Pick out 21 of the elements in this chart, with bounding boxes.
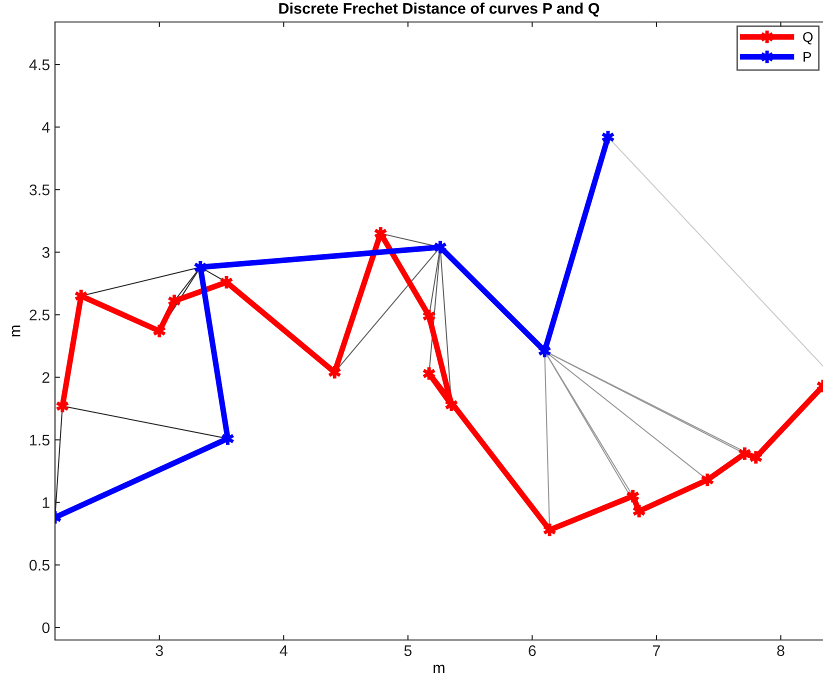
x-tick-label: 5	[404, 645, 412, 656]
x-tick-label: 3	[156, 645, 163, 656]
legend-label: P	[804, 52, 812, 62]
x-tick-label: 8	[777, 645, 784, 656]
y-tick-label: 3.5	[29, 184, 50, 196]
x-tick-label: 4	[280, 645, 288, 656]
y-tick-label: 1	[42, 497, 50, 508]
x-axis-title: m	[434, 664, 444, 673]
y-tick-label: 2	[42, 372, 50, 383]
y-tick-label: 0	[42, 622, 50, 634]
x-tick-label: 6	[528, 645, 536, 656]
y-tick-label: 4	[42, 122, 50, 133]
y-axis-title: m	[12, 326, 20, 336]
y-tick-label: 4.5	[29, 60, 50, 70]
y-tick-label: 3	[42, 247, 50, 258]
y-tick-label: 2.5	[30, 310, 50, 320]
x-tick-label: 7	[653, 645, 660, 656]
y-tick-label: 1.5	[30, 434, 50, 446]
chart-title: Discrete Frechet Distance of curves P and Q	[279, 2, 600, 17]
legend-label: Q	[803, 32, 813, 44]
y-tick-label: 0.5	[30, 560, 50, 571]
